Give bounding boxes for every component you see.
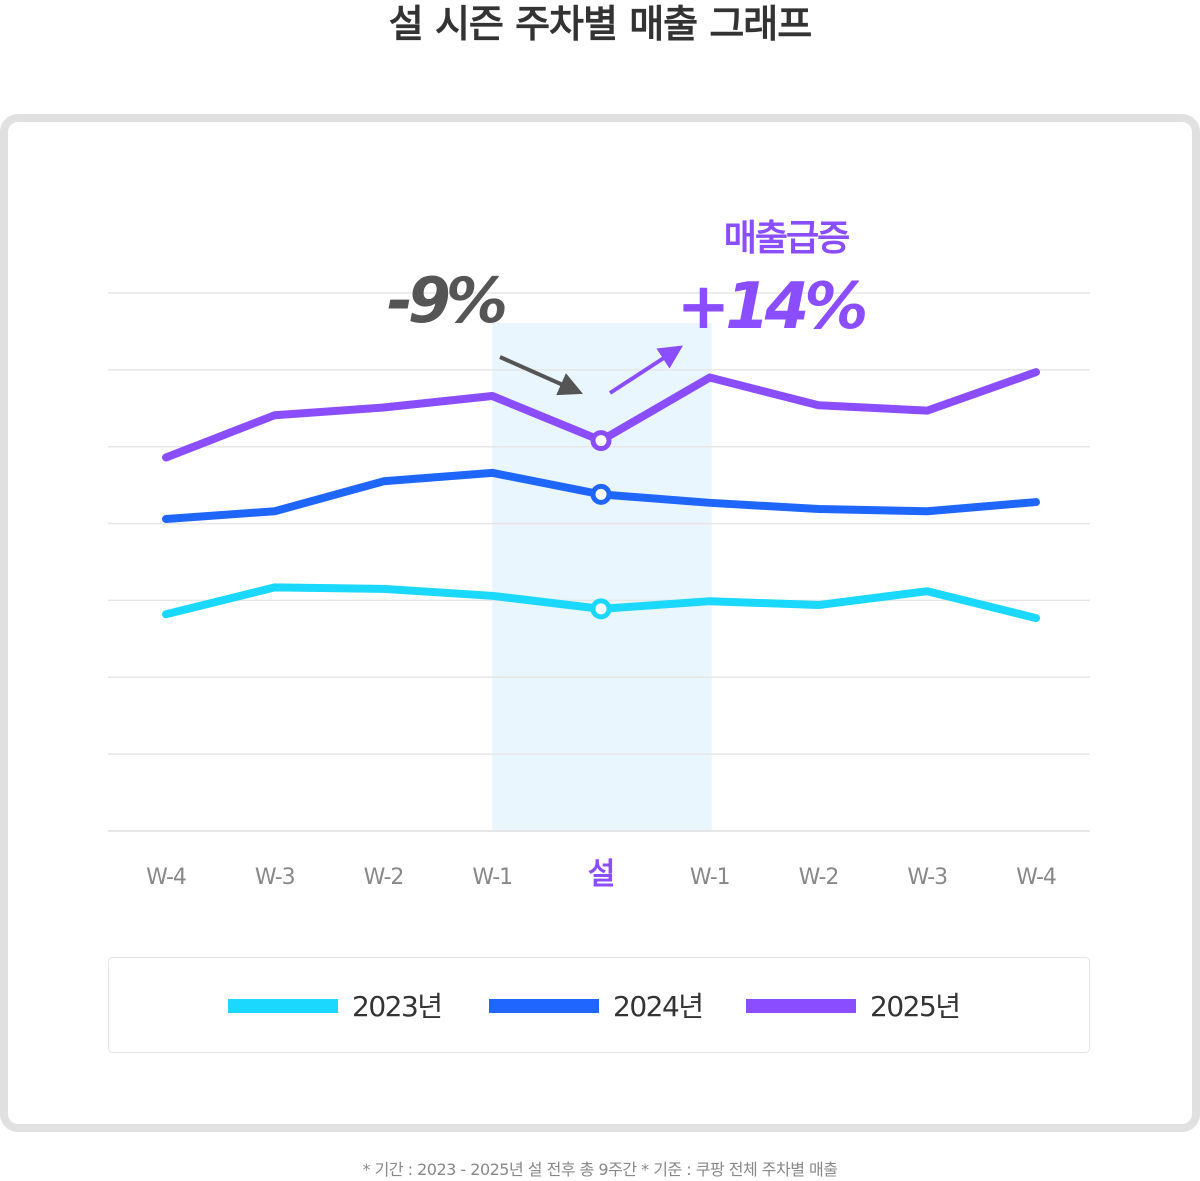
surge-annotation: +14% [677, 270, 866, 344]
x-tick-label: W-2 [364, 865, 404, 890]
x-tick-label: W-1 [472, 865, 512, 890]
x-tick-label: 설 [588, 857, 615, 892]
x-tick-label: W-2 [799, 865, 839, 890]
chart-title: 설 시즌 주차별 매출 그래프 [388, 2, 812, 46]
data-point-marker [590, 430, 612, 452]
legend-label: 2025년 [870, 990, 960, 1023]
x-tick-label: W-3 [907, 865, 947, 890]
drop-annotation: -9% [387, 264, 505, 337]
legend-label: 2023년 [352, 990, 442, 1023]
drop-arrow-icon [499, 355, 583, 396]
x-tick-label: W-4 [146, 865, 186, 890]
x-tick-label: W-4 [1016, 865, 1056, 890]
data-point-marker [590, 598, 612, 620]
footnote: * 기간 : 2023 - 2025년 설 전후 총 9주간 * 기준 : 쿠팡… [362, 1160, 838, 1179]
legend-label: 2024년 [613, 990, 703, 1023]
x-tick-label: W-1 [690, 865, 730, 890]
x-tick-label: W-3 [255, 865, 295, 890]
surge-arrow-icon [608, 345, 684, 395]
surge-label-annotation: 매출급증 [724, 218, 849, 259]
data-point-marker [590, 483, 612, 505]
